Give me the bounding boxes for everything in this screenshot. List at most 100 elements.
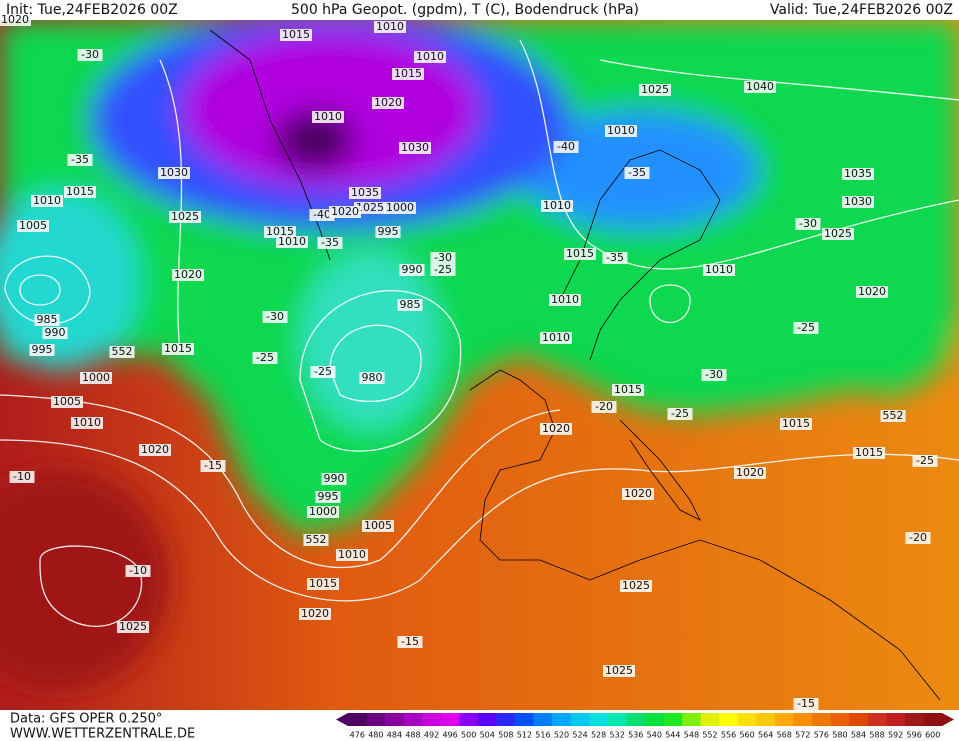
label-box xyxy=(42,327,68,339)
colorbar-label: 560 xyxy=(739,731,754,740)
label-box xyxy=(77,49,103,61)
map-label: 1015 xyxy=(614,383,642,396)
map-label: -35 xyxy=(71,153,89,166)
label-box xyxy=(780,418,812,430)
map-label: 990 xyxy=(45,326,66,339)
label-box xyxy=(744,81,776,93)
label-box xyxy=(362,520,394,532)
map-label: 1025 xyxy=(605,664,633,677)
colorbar-label: 592 xyxy=(888,731,903,740)
map-label: 1010 xyxy=(542,331,570,344)
coastline xyxy=(619,419,701,521)
colorbar-label: 500 xyxy=(461,731,476,740)
map-label: 1010 xyxy=(705,263,733,276)
label-box xyxy=(310,366,336,378)
map-label: 1010 xyxy=(314,110,342,123)
label-box xyxy=(309,209,335,221)
map-label: 1020 xyxy=(141,443,169,456)
label-box xyxy=(384,202,416,214)
label-box xyxy=(109,346,135,358)
colorbar-swatch xyxy=(719,713,739,726)
label-box xyxy=(793,322,819,334)
map-label: 1030 xyxy=(401,141,429,154)
map-label: 1005 xyxy=(53,395,81,408)
map-label: 1015 xyxy=(266,225,294,238)
map-label: -10 xyxy=(129,564,147,577)
label-box xyxy=(9,471,35,483)
map-label: -30 xyxy=(81,48,99,61)
colorbar-swatch xyxy=(774,713,794,726)
colorbar-label: 576 xyxy=(814,731,829,740)
label-box xyxy=(905,532,931,544)
map-label: -35 xyxy=(606,251,624,264)
map-label: 985 xyxy=(400,298,421,311)
label-box xyxy=(667,408,693,420)
colorbar-label: 492 xyxy=(424,731,439,740)
label-box xyxy=(312,111,344,123)
label-box xyxy=(912,455,938,467)
isobar xyxy=(19,274,61,306)
map-label: 1020 xyxy=(624,487,652,500)
map-label: -40 xyxy=(557,140,575,153)
label-box xyxy=(703,264,735,276)
map-label: 1010 xyxy=(416,50,444,63)
label-box xyxy=(701,369,727,381)
colorbar-swatch xyxy=(403,713,423,726)
map-label: 1015 xyxy=(66,185,94,198)
map-label: 990 xyxy=(324,472,345,485)
colorbar-swatch xyxy=(477,713,497,726)
label-box xyxy=(80,372,112,384)
colorbar-swatch xyxy=(366,713,386,726)
map-label: -20 xyxy=(909,531,927,544)
colorbar-label: 564 xyxy=(758,731,773,740)
label-box xyxy=(359,372,385,384)
label-box xyxy=(307,506,339,518)
label-box xyxy=(374,21,406,33)
colorbar-swatch xyxy=(459,713,479,726)
label-box xyxy=(553,141,579,153)
map-label: 1015 xyxy=(309,577,337,590)
dark-core xyxy=(275,110,355,170)
map-label: -15 xyxy=(204,459,222,472)
label-box xyxy=(602,252,628,264)
map-label: 1030 xyxy=(160,166,188,179)
label-box xyxy=(29,344,55,356)
colorbar-swatch xyxy=(348,713,368,726)
label-box xyxy=(252,352,278,364)
data-source: Data: GFS OPER 0.250° xyxy=(10,712,162,727)
map-label: 995 xyxy=(378,225,399,238)
label-box xyxy=(139,444,171,456)
colorbar-label: 524 xyxy=(572,731,587,740)
colorbar-label: 548 xyxy=(684,731,699,740)
map-label: 1010 xyxy=(607,124,635,137)
map-label: 1025 xyxy=(356,201,384,214)
map-label: 1020 xyxy=(301,607,329,620)
colorbar-swatch xyxy=(552,713,572,726)
valid-time: Valid: Tue,24FEB2026 00Z xyxy=(770,2,953,18)
colorbar-swatch xyxy=(515,713,535,726)
map-label: 995 xyxy=(318,490,339,503)
coastline xyxy=(209,29,331,261)
map-title: 500 hPa Geopot. (gpdm), T (C), Bodendruc… xyxy=(291,2,639,18)
map-label: 1015 xyxy=(282,28,310,41)
label-box xyxy=(541,200,573,212)
map-label: 552 xyxy=(112,345,133,358)
label-box xyxy=(414,51,446,63)
map-label: 1010 xyxy=(543,199,571,212)
label-box xyxy=(299,608,331,620)
colorbar-label: 544 xyxy=(665,731,680,740)
map-label: 1000 xyxy=(386,201,414,214)
map-label: 1020 xyxy=(858,285,886,298)
colorbar: 476 480 484 488 492 496 500 504 508 512 516 520 524 5… xyxy=(336,713,954,740)
label-box xyxy=(620,580,652,592)
label-box xyxy=(399,142,431,154)
map-field xyxy=(0,20,959,710)
label-box xyxy=(162,343,194,355)
colorbar-swatch xyxy=(886,713,906,726)
label-box xyxy=(264,226,296,238)
label-box xyxy=(793,698,819,710)
label-box xyxy=(262,311,288,323)
label-box xyxy=(639,84,671,96)
map-label: -40 xyxy=(313,208,331,221)
label-box xyxy=(564,248,596,260)
